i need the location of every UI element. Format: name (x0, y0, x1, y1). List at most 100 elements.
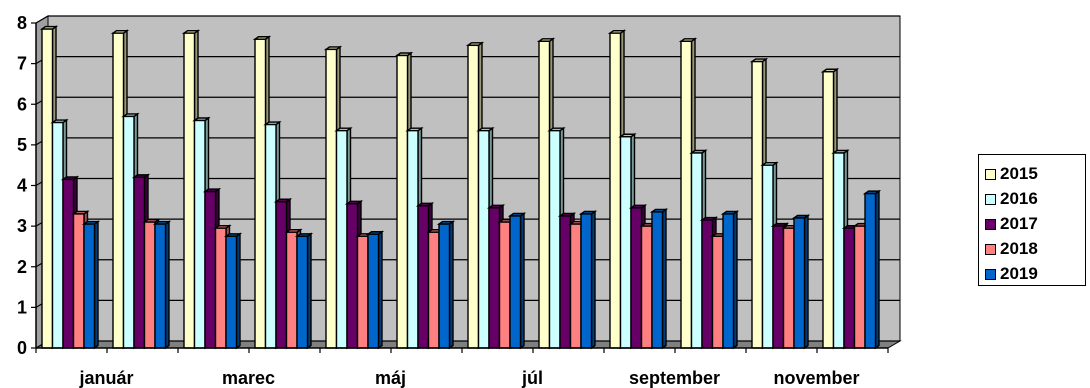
y-tick-labels: 0 1 2 3 4 5 6 7 8 (17, 13, 27, 358)
bar (152, 220, 172, 350)
bar-front (640, 225, 653, 349)
bar-front (427, 231, 440, 349)
bar (223, 232, 243, 350)
legend-label: 2018 (1000, 239, 1038, 258)
bar-front (609, 32, 622, 349)
legend-label: 2017 (1000, 214, 1038, 233)
bar-front (356, 235, 369, 349)
y-tick-label: 5 (17, 135, 27, 155)
bar-front (680, 40, 693, 349)
x-tick-label: september (629, 368, 720, 388)
gridline (35, 15, 900, 24)
bar-front (793, 217, 806, 349)
y-tick-label: 4 (17, 176, 27, 196)
legend-item: 2015 (985, 164, 1038, 184)
bar (578, 210, 598, 350)
bar-front (864, 192, 877, 349)
axes (31, 22, 889, 353)
x-tick-label: november (773, 368, 859, 388)
bar-front (438, 223, 451, 349)
bar-front (325, 48, 338, 349)
bar-front (477, 129, 490, 349)
legend-item: 2019 (985, 264, 1038, 284)
bar-front (335, 129, 348, 349)
bar-front (122, 115, 135, 349)
bar-front (467, 44, 480, 349)
y-tick-label: 2 (17, 257, 27, 277)
bar-front (782, 227, 795, 349)
legend-swatch (985, 193, 996, 205)
bar-front (488, 207, 501, 349)
y-tick-label: 1 (17, 297, 27, 317)
bar-front (751, 60, 764, 349)
x-tick-labels: január marec máj júl september november (78, 368, 859, 388)
x-tick-label: marec (222, 368, 275, 388)
y-tick-label: 6 (17, 94, 27, 114)
legend-item: 2018 (985, 239, 1038, 259)
bar-front (548, 129, 561, 349)
y-tick-label: 8 (17, 13, 27, 33)
legend: 2015 2016 2017 2018 2019 (978, 154, 1086, 286)
x-tick-label: január (78, 368, 133, 388)
bar-front (843, 227, 856, 349)
bar-chart: 0 1 2 3 4 5 6 7 8 január marec máj júl september nove… (17, 13, 902, 388)
x-tick-label: júl (521, 368, 543, 388)
bar-front (346, 203, 359, 349)
legend-item: 2017 (985, 214, 1038, 234)
bar-front (498, 221, 511, 349)
bar (81, 220, 101, 350)
bar-front (62, 178, 75, 349)
bar-front (183, 32, 196, 349)
bar (862, 189, 882, 350)
y-tick-label: 3 (17, 216, 27, 236)
bar-front (112, 32, 125, 349)
bar-front (154, 223, 167, 349)
bar-front (630, 207, 643, 349)
bar-front (296, 235, 309, 349)
legend-swatch (985, 243, 996, 255)
legend-label: 2019 (1000, 264, 1038, 283)
bar-front (254, 38, 267, 349)
bar-front (83, 223, 96, 349)
bar-front (761, 164, 774, 349)
bar (365, 230, 385, 350)
bar-front (559, 215, 572, 349)
bar-front (711, 235, 724, 349)
bar-front (417, 205, 430, 349)
bar (791, 214, 811, 350)
bar-front (193, 119, 206, 349)
bar-front (51, 121, 64, 349)
bar-front (133, 176, 146, 349)
bar-front (853, 225, 866, 349)
bar-front (772, 225, 785, 349)
bar-front (580, 213, 593, 349)
bar-front (72, 213, 85, 349)
legend-swatch (985, 218, 996, 230)
bar-front (538, 40, 551, 349)
bar (720, 210, 740, 350)
bar (436, 220, 456, 350)
bar-front (722, 213, 735, 349)
bar-front (285, 231, 298, 349)
bar-front (143, 221, 156, 349)
bar (507, 212, 527, 350)
y-tick-label: 7 (17, 54, 27, 74)
legend-label: 2016 (1000, 189, 1038, 208)
bar-front (275, 201, 288, 349)
bar (649, 208, 669, 350)
legend-item: 2016 (985, 189, 1038, 209)
legend-label: 2015 (1000, 164, 1038, 183)
bar-front (225, 235, 238, 349)
bar-front (214, 227, 227, 349)
bar-front (396, 54, 409, 349)
legend-swatch (985, 268, 996, 280)
x-tick-label: máj (375, 368, 406, 388)
bar-front (367, 233, 380, 349)
bar-front (406, 129, 419, 349)
bar-front (619, 136, 632, 349)
bar-front (569, 223, 582, 349)
y-tick-label: 0 (17, 338, 27, 358)
bar-front (264, 123, 277, 349)
bar-front (690, 152, 703, 349)
bar-front (832, 152, 845, 349)
